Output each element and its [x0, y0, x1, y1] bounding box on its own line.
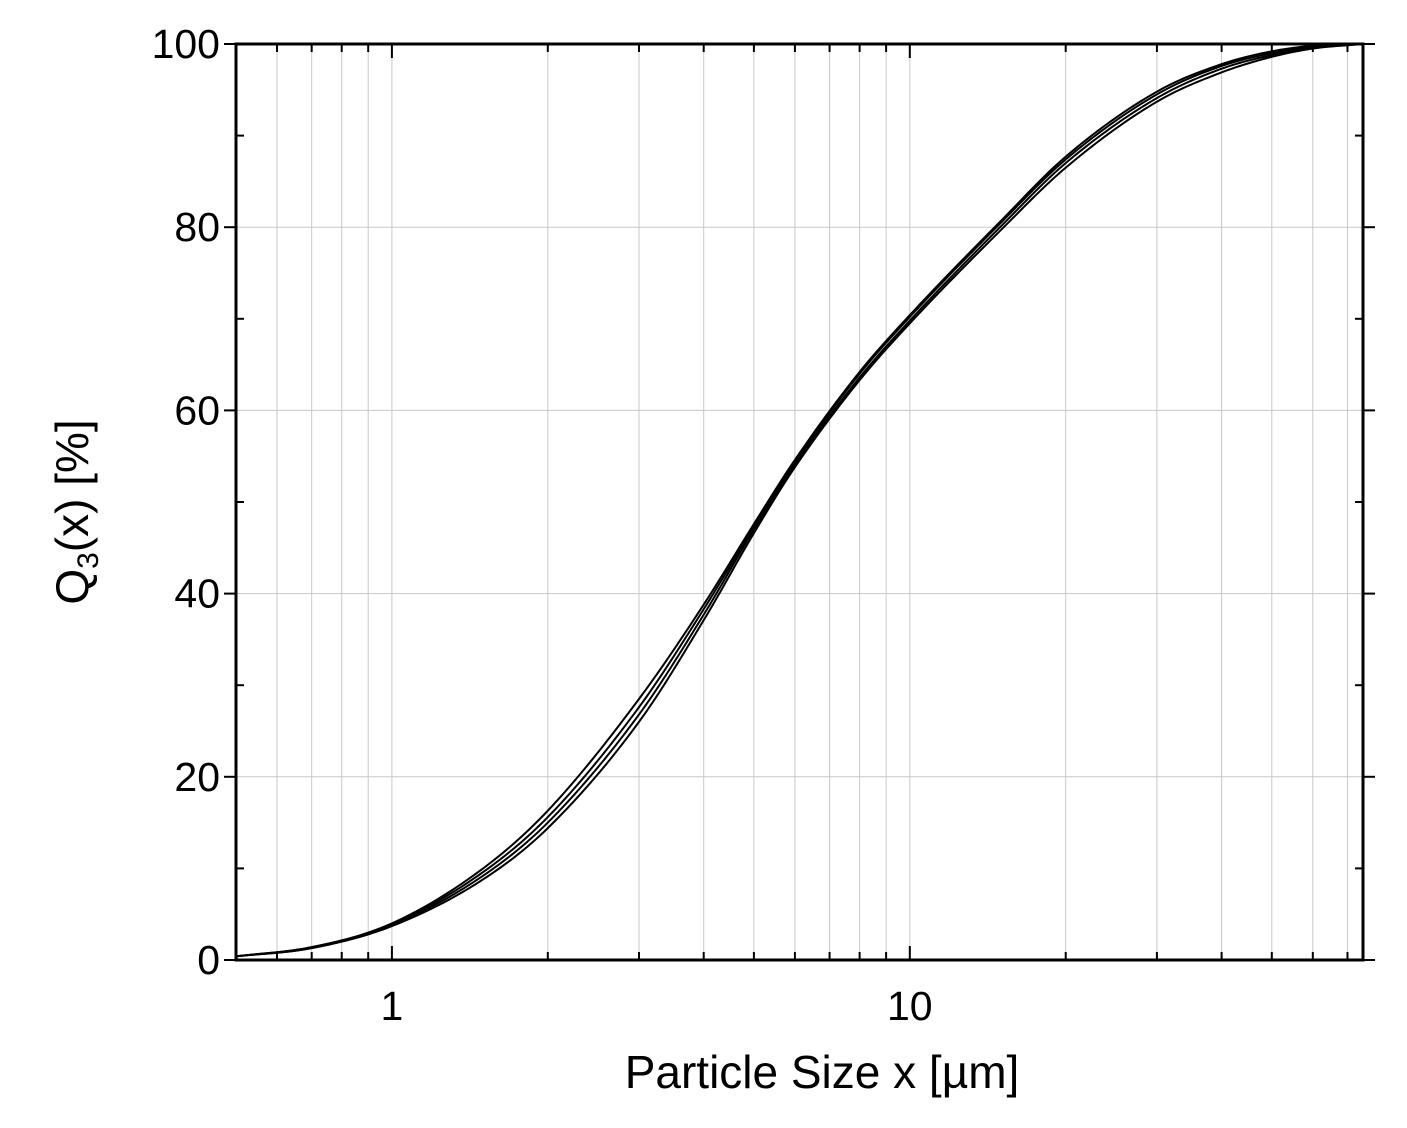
series-line-1 [235, 43, 1364, 958]
series-line-4 [235, 43, 1364, 958]
x-axis-title: Particle Size x [µm] [625, 1046, 1020, 1098]
series-lines [235, 43, 1364, 958]
y-axis-title: Q3(x) [%] [46, 419, 105, 604]
y-tick-label: 20 [174, 754, 220, 800]
y-tick-label: 100 [152, 21, 220, 67]
x-tick-label: 10 [887, 983, 933, 1029]
x-tick-labels: 1 10 [380, 983, 932, 1029]
series-line-3 [235, 43, 1364, 958]
series-line-2 [235, 43, 1364, 958]
y-tick-label: 80 [174, 204, 220, 250]
y-axis-title-subscript: 3 [72, 552, 105, 569]
y-tick-label: 40 [174, 571, 220, 617]
y-tick-label: 0 [197, 937, 220, 983]
axis-ticks [224, 43, 1375, 961]
plot-frame [234, 42, 1365, 962]
y-tick-labels: 0 20 40 60 80 100 [152, 21, 220, 983]
y-tick-label: 60 [174, 387, 220, 433]
x-tick-label: 1 [380, 983, 403, 1029]
y-axis-title-rest: (x) [%] [46, 419, 98, 552]
grid [235, 44, 1363, 960]
y-axis-title-main: Q [46, 569, 98, 605]
